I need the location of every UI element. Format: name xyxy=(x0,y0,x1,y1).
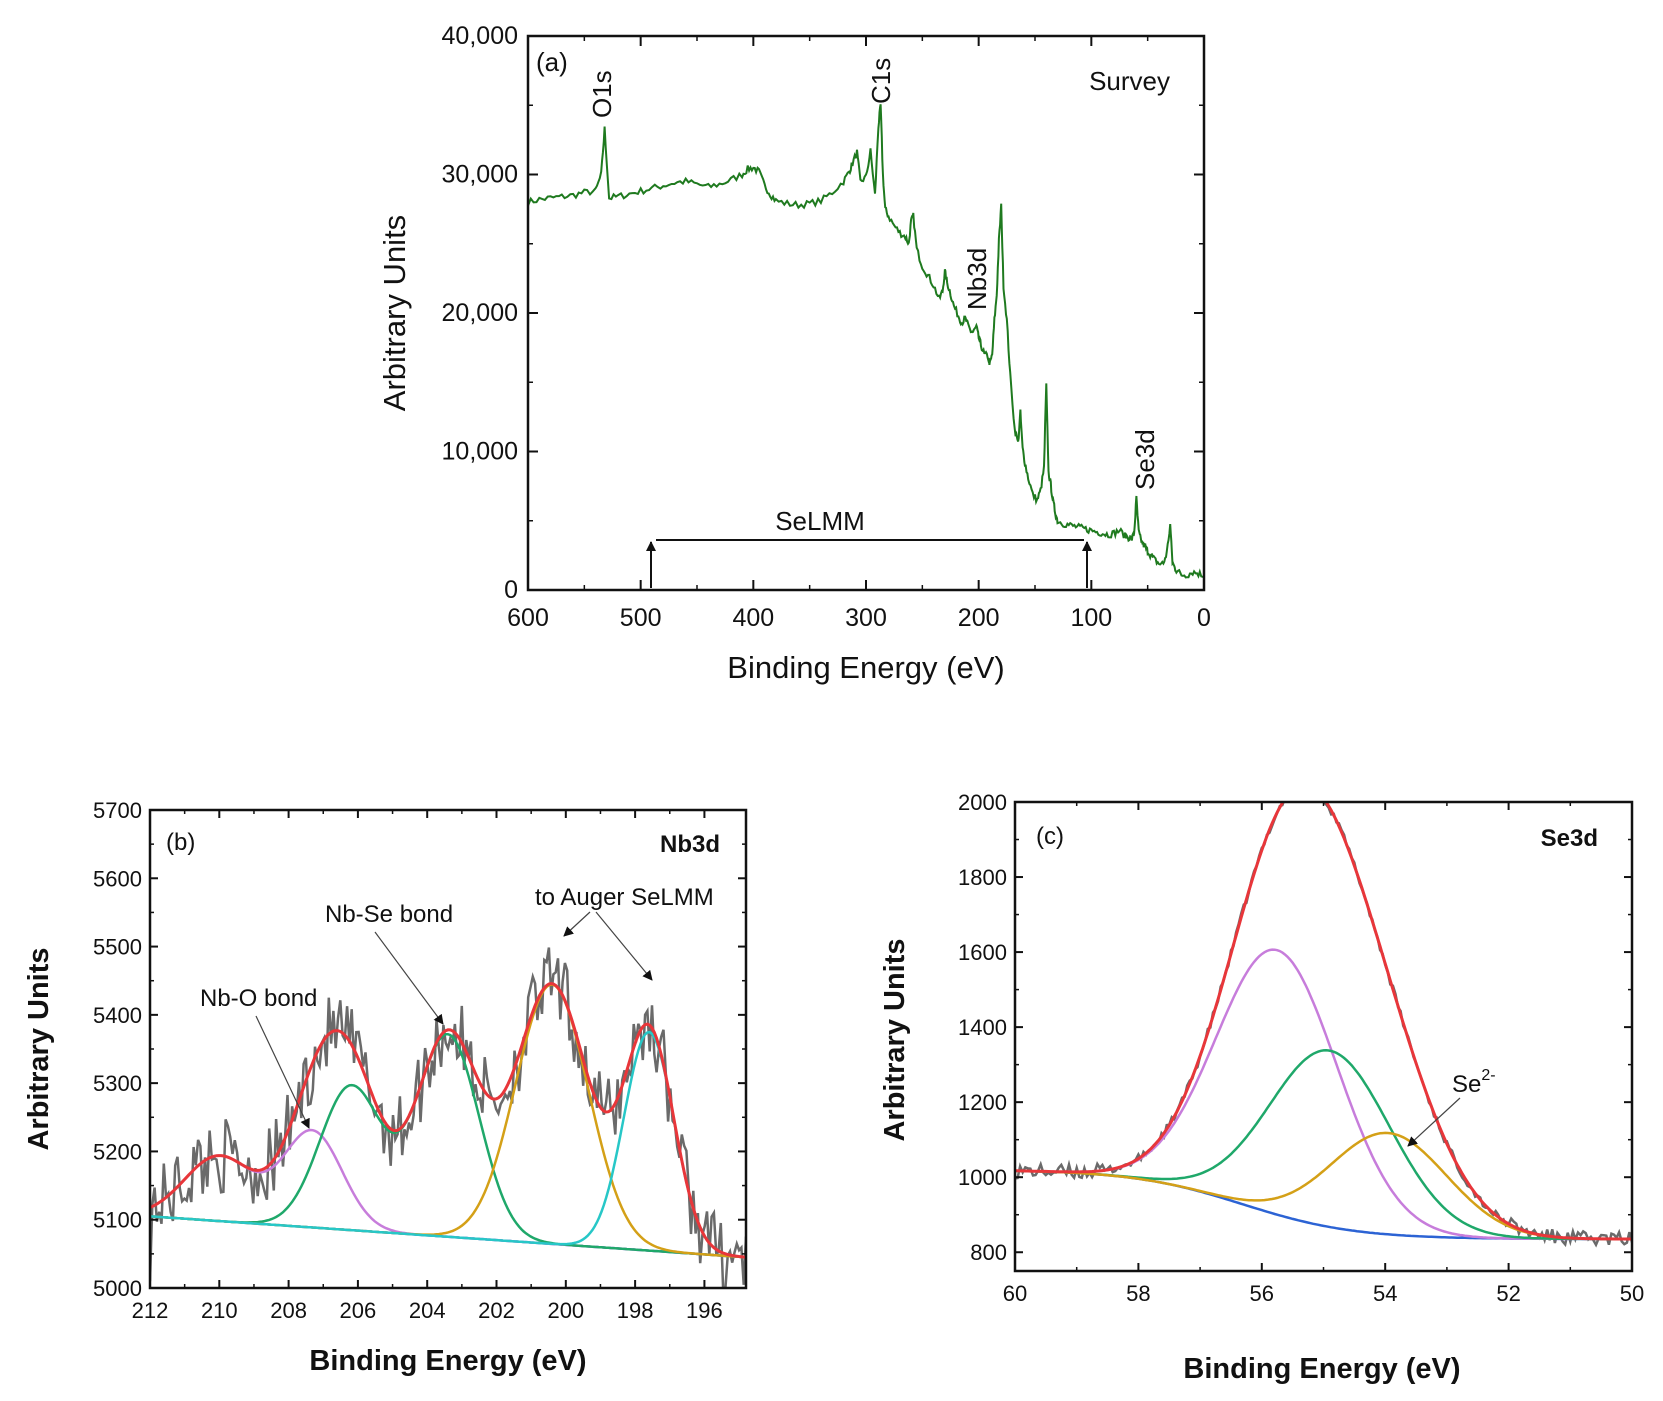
panel-a-survey: 600 500 400 300 200 100 0 0 10,000 20,000 30,000 40… xyxy=(377,22,1211,685)
peak-se-3d52 xyxy=(1015,948,1632,1241)
panel-b-ytick-label: 5700 xyxy=(93,798,142,823)
panel-c-ytick-label: 800 xyxy=(970,1240,1007,1265)
panel-c-label: (c) xyxy=(1036,823,1064,850)
annotation-se3d: Se3d xyxy=(1130,429,1160,490)
panel-b-ytick-label: 5000 xyxy=(93,1276,142,1301)
arrow-nb-se xyxy=(374,931,444,1025)
peak-nb-o xyxy=(150,1128,746,1259)
arrow-se2 xyxy=(1407,1097,1461,1147)
panel-a-xtick-label: 500 xyxy=(620,604,662,632)
panel-b-label: (b) xyxy=(166,829,195,856)
panel-b-ytick-label: 5600 xyxy=(93,866,142,891)
panel-a-ylabel: Arbitrary Units xyxy=(377,215,412,411)
annotation-selmm: SeLMM xyxy=(775,506,865,536)
panel-b-xtick-label: 200 xyxy=(547,1298,584,1323)
annotation-se-base: Se xyxy=(1452,1071,1481,1098)
panel-b-ylabel: Arbitrary Units xyxy=(23,947,55,1150)
panel-a-xtick-label: 400 xyxy=(732,604,774,632)
panel-a-xtick-label: 300 xyxy=(845,604,887,632)
panel-a-ytick-label: 10,000 xyxy=(442,438,518,466)
panel-a-ytick-label: 20,000 xyxy=(442,299,518,327)
panel-b-xlabel: Binding Energy (eV) xyxy=(309,1345,586,1377)
annotation-nb3d: Nb3d xyxy=(962,248,992,310)
panel-c-xtick-label: 52 xyxy=(1496,1281,1520,1306)
annotation-o1s: O1s xyxy=(587,70,617,118)
panel-b-ytick-label: 5100 xyxy=(93,1208,142,1233)
panel-a-ticks: 600 500 400 300 200 100 0 0 10,000 20,000 30,000 40… xyxy=(442,22,1211,632)
panel-a-frame xyxy=(526,34,1206,592)
panel-a-xtick-label: 100 xyxy=(1070,604,1112,632)
annotation-se-superscript: 2- xyxy=(1481,1067,1495,1084)
panel-a-title: Survey xyxy=(1089,66,1170,96)
panel-b-title: Nb3d xyxy=(660,831,720,858)
peak-se2 xyxy=(1015,1131,1632,1241)
panel-c-xtick-label: 56 xyxy=(1250,1281,1274,1306)
panel-c-xtick-label: 60 xyxy=(1003,1281,1027,1306)
panel-b-ytick-label: 5300 xyxy=(93,1071,142,1096)
raw-data-line xyxy=(150,947,746,1288)
annotation-nb-se-bond: Nb-Se bond xyxy=(325,901,453,928)
panel-c-ylabel: Arbitrary Units xyxy=(879,938,911,1141)
panel-c-xlabel: Binding Energy (eV) xyxy=(1183,1353,1460,1385)
panel-c-se3d: 60 58 56 54 52 50800100012001400160018002000 … xyxy=(879,790,1644,1385)
panel-b-xtick-label: 208 xyxy=(270,1298,307,1323)
arrow-nb-o xyxy=(255,1015,310,1129)
panel-c-xtick-label: 54 xyxy=(1373,1281,1397,1306)
panel-c-xtick-label: 58 xyxy=(1126,1281,1150,1306)
peak-auger-1 xyxy=(150,983,746,1259)
panel-b-xtick-label: 212 xyxy=(132,1298,169,1323)
panel-b-xtick-label: 204 xyxy=(409,1298,446,1323)
panel-a-plot-area xyxy=(528,104,1204,579)
panel-c-ytick-label: 2000 xyxy=(958,790,1007,815)
panel-b-xtick-label: 196 xyxy=(686,1298,723,1323)
panel-a-xtick-label: 200 xyxy=(958,604,1000,632)
fit-envelope-line xyxy=(150,981,746,1259)
peak-auger-2 xyxy=(150,1030,746,1259)
panel-b-ytick-label: 5200 xyxy=(93,1139,142,1164)
panel-c-ytick-label: 1800 xyxy=(958,865,1007,890)
panel-b-xtick-label: 210 xyxy=(201,1298,238,1323)
panel-b-ytick-label: 5500 xyxy=(93,935,142,960)
annotation-nb-o-bond: Nb-O bond xyxy=(200,985,317,1012)
panel-c-ytick-label: 1400 xyxy=(958,1015,1007,1040)
panel-a-label: (a) xyxy=(536,47,568,77)
panel-c-ytick-label: 1000 xyxy=(958,1165,1007,1190)
panel-a-xlabel: Binding Energy (eV) xyxy=(727,650,1004,685)
background-line xyxy=(1015,1169,1632,1241)
panel-a-ytick-label: 30,000 xyxy=(442,161,518,189)
panel-c-ytick-label: 1600 xyxy=(958,940,1007,965)
panel-b-xtick-label: 202 xyxy=(478,1298,515,1323)
panel-c-ytick-label: 1200 xyxy=(958,1090,1007,1115)
panel-c-ticks: 60 58 56 54 52 50 800 1000 1200 1400 1600 1800 2000 xyxy=(958,790,1644,1306)
panel-c-xtick-label: 50 xyxy=(1620,1281,1644,1306)
panel-b-nb3d: 212 210 208 206 204 202 200 198 196 5000 5100 5200 5… xyxy=(23,798,748,1377)
panel-a-xtick-label: 600 xyxy=(507,604,549,632)
panel-b-ticks: 212 210 208 206 204 202 200 198 196 5000 5100 5200 5… xyxy=(93,798,746,1323)
panel-c-plot-area xyxy=(1015,802,1632,1248)
peak-se-3d32 xyxy=(1015,1049,1632,1241)
survey-line xyxy=(528,104,1204,579)
panel-a-ytick-label: 0 xyxy=(504,576,518,604)
panel-c-frame xyxy=(1013,800,1634,1273)
panel-b-xtick-label: 206 xyxy=(340,1298,377,1323)
annotation-c1s: C1s xyxy=(866,58,896,104)
panel-a-xtick-label: 0 xyxy=(1197,604,1211,632)
panel-b-ytick-label: 5400 xyxy=(93,1003,142,1028)
panel-a-ytick-label: 40,000 xyxy=(442,22,518,50)
arrow-auger-2 xyxy=(595,911,653,981)
panel-b-plot-area xyxy=(150,947,746,1288)
annotation-auger: to Auger SeLMM xyxy=(535,884,714,911)
fit-envelope-line xyxy=(1015,802,1632,1241)
panel-b-xtick-label: 198 xyxy=(617,1298,654,1323)
annotation-se: Se2- xyxy=(1452,1067,1496,1098)
panel-c-title: Se3d xyxy=(1541,825,1598,852)
arrow-auger-1 xyxy=(563,911,591,937)
